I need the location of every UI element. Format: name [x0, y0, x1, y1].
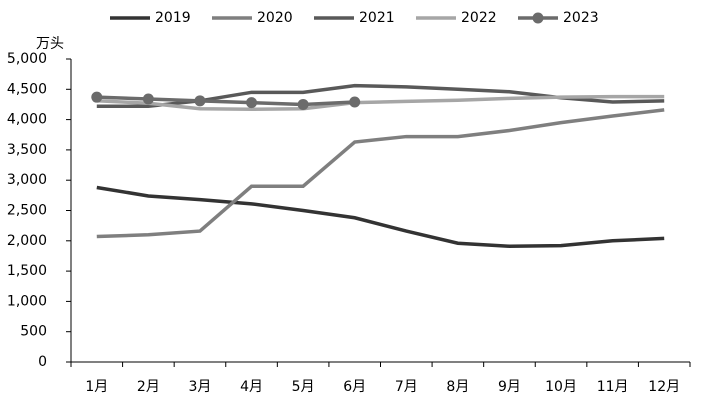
x-tick-label: 5月	[292, 379, 315, 395]
series-line	[96, 95, 355, 107]
y-tick-label: 0	[38, 354, 47, 370]
x-tick-label: 2月	[137, 379, 160, 395]
x-tick-label: 4月	[240, 379, 263, 395]
legend-label: 2022	[461, 10, 497, 26]
x-tick-label: 12月	[648, 379, 680, 395]
y-tick-label: 2,000	[7, 233, 47, 249]
x-tick-label: 6月	[343, 379, 366, 395]
series-line	[96, 94, 665, 112]
legend-label: 2019	[155, 10, 191, 26]
series-marker	[246, 97, 258, 109]
x-tick-label: 3月	[188, 379, 211, 395]
series-line	[96, 108, 665, 239]
series-marker	[297, 98, 309, 110]
legend-label: 2020	[257, 10, 293, 26]
y-tick-label: 3,500	[7, 142, 47, 158]
y-unit: 万头	[36, 36, 64, 52]
series-marker	[91, 91, 103, 103]
legend-label: 2023	[563, 10, 599, 26]
x-tick-label: 9月	[498, 379, 521, 395]
series-marker	[349, 96, 361, 108]
series-marker	[142, 93, 154, 105]
series-marker	[194, 95, 206, 107]
legend-marker	[532, 12, 544, 24]
y-tick-label: 1,500	[7, 263, 47, 279]
x-tick-label: 1月	[85, 379, 108, 395]
x-tick-label: 11月	[597, 379, 629, 395]
y-tick-label: 5,000	[7, 51, 47, 67]
legend-label: 2021	[359, 10, 395, 26]
x-tick-label: 10月	[545, 379, 577, 395]
series-line	[96, 185, 665, 249]
x-tick-label: 8月	[446, 379, 469, 395]
y-tick-label: 3,000	[7, 172, 47, 188]
y-tick-label: 2,500	[7, 203, 47, 219]
x-tick-label: 7月	[395, 379, 418, 395]
y-tick-label: 4,500	[7, 81, 47, 97]
y-tick-label: 4,000	[7, 112, 47, 128]
y-tick-label: 500	[20, 324, 47, 340]
y-tick-label: 1,000	[7, 293, 47, 309]
